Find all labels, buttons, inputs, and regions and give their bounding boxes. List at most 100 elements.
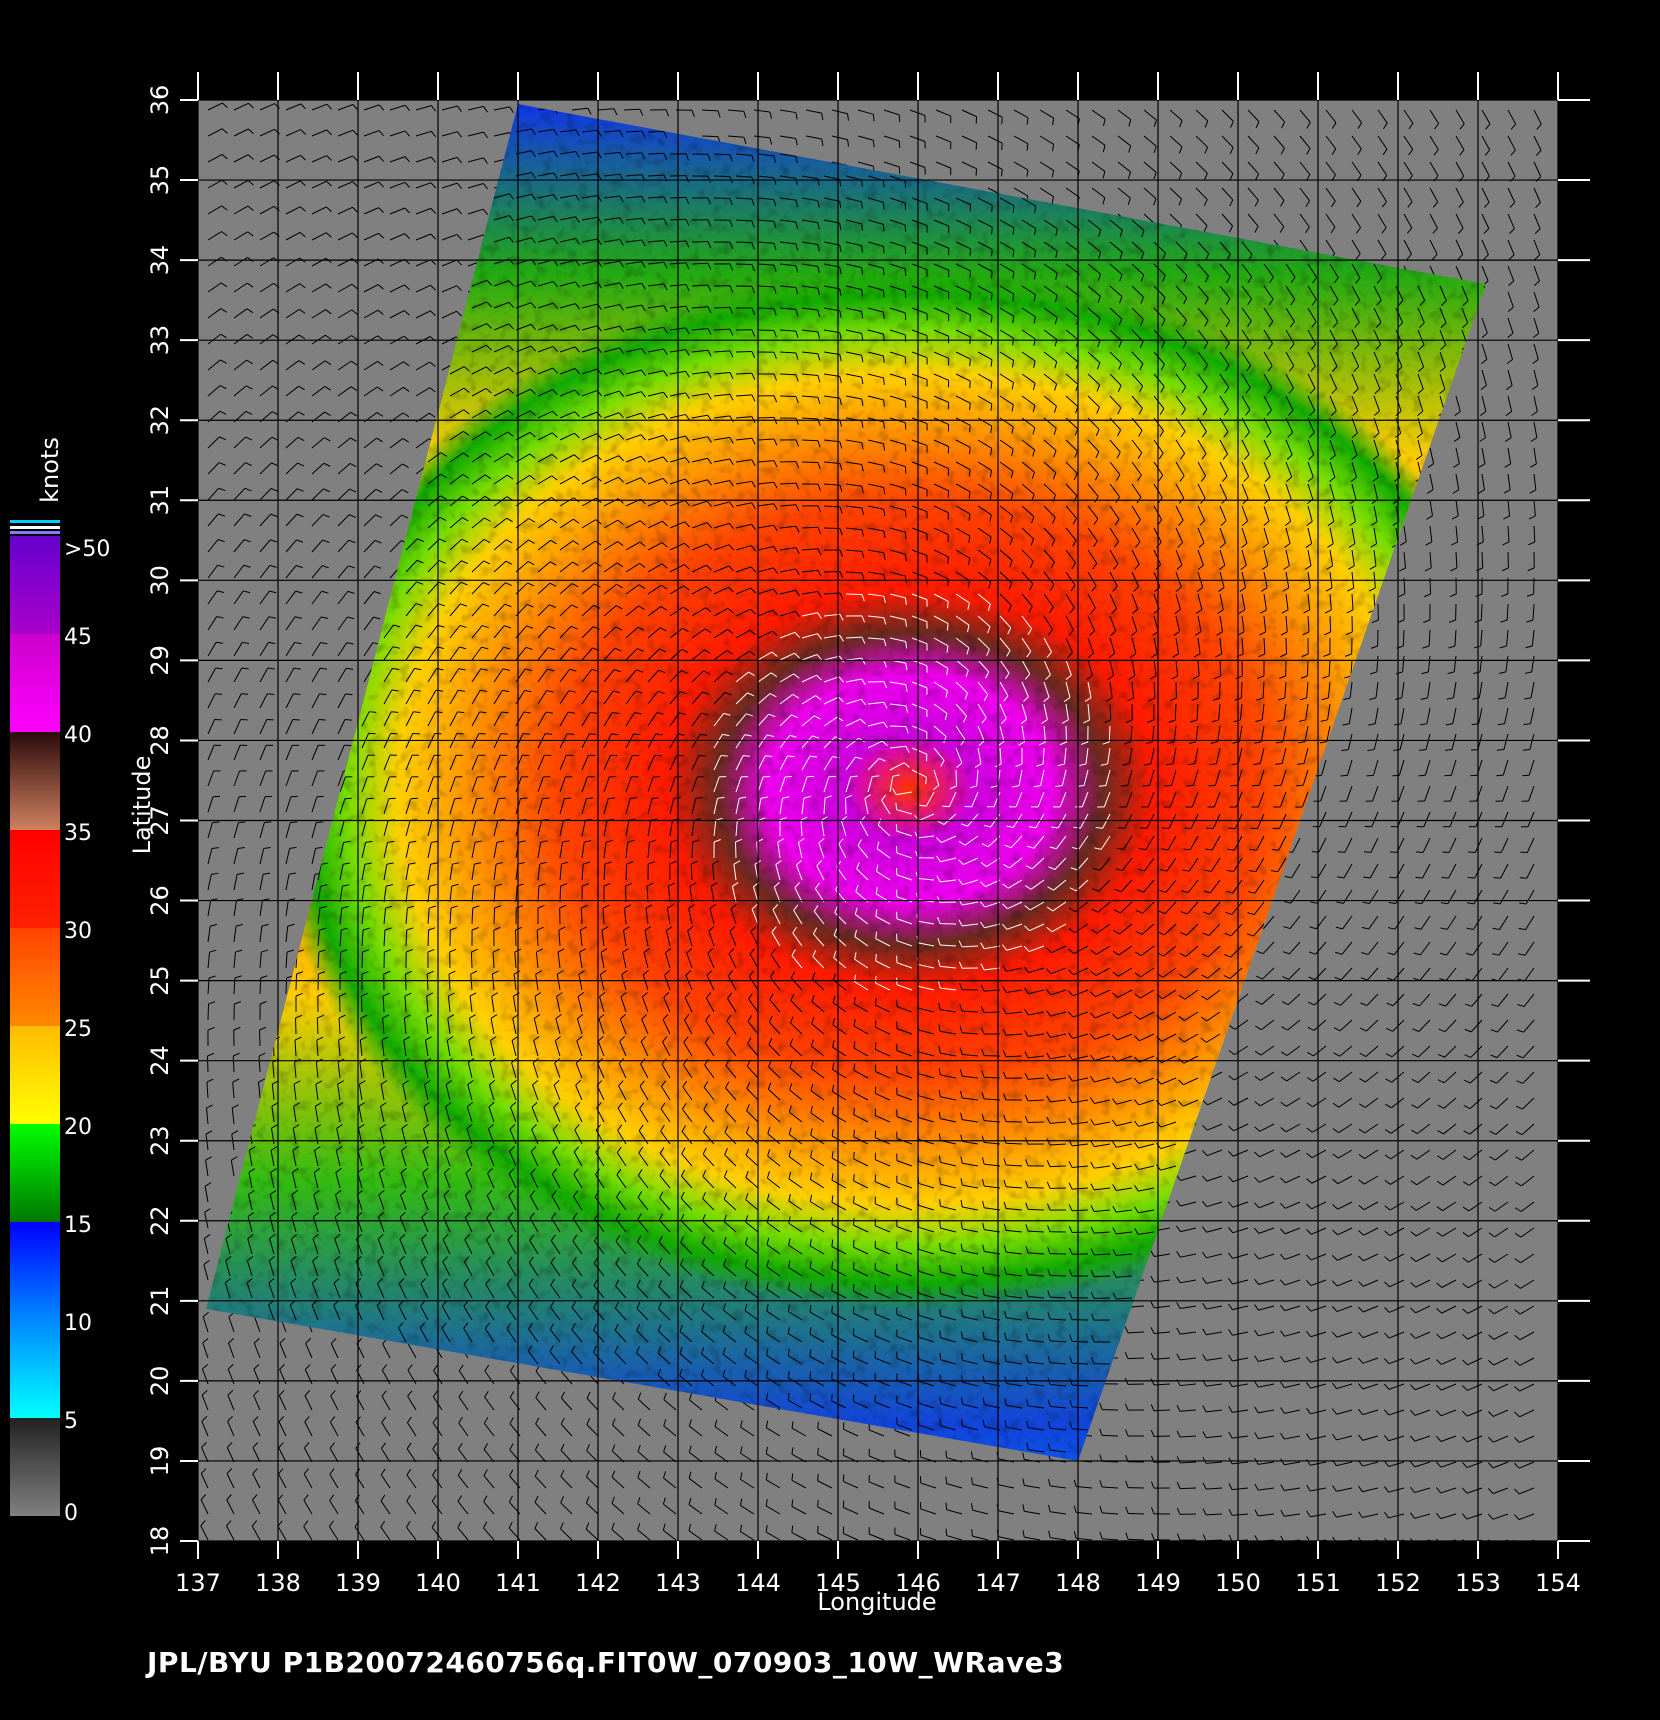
wind-barb bbox=[1533, 161, 1542, 182]
wind-barb bbox=[1335, 915, 1353, 930]
wind-barb bbox=[911, 395, 928, 409]
wind-barb bbox=[987, 135, 1003, 151]
wind-barb bbox=[999, 285, 1015, 302]
wind-barb bbox=[1043, 527, 1056, 547]
wind-barb bbox=[1351, 351, 1360, 372]
wind-barb bbox=[823, 241, 842, 253]
wind-barb bbox=[1176, 1200, 1197, 1207]
wind-barb bbox=[1490, 1071, 1509, 1084]
wind-barb bbox=[999, 241, 1015, 257]
wind-barb bbox=[311, 846, 323, 865]
wind-barb bbox=[1151, 1507, 1171, 1515]
wind-barb bbox=[999, 549, 1013, 568]
wind-barb bbox=[1454, 395, 1461, 417]
wind-barb bbox=[1280, 1149, 1301, 1158]
wind-barb bbox=[1429, 135, 1439, 156]
wind-barb bbox=[233, 616, 250, 631]
wind-barb bbox=[889, 285, 907, 298]
wind-barb bbox=[1450, 551, 1458, 572]
wind-barb bbox=[603, 151, 624, 159]
wind-barb bbox=[845, 197, 863, 209]
wind-barb bbox=[1307, 395, 1316, 416]
wind-barb bbox=[1488, 1409, 1509, 1417]
wind-barb bbox=[1445, 733, 1457, 751]
wind-barb bbox=[867, 527, 886, 538]
latitude-tick-label: 24 bbox=[146, 1045, 174, 1076]
wind-barb bbox=[1435, 1512, 1457, 1520]
wind-barb bbox=[894, 1527, 911, 1541]
wind-barb bbox=[1039, 161, 1055, 178]
wind-barb bbox=[779, 109, 798, 120]
wind-barb bbox=[1417, 395, 1424, 417]
wind-barb bbox=[207, 102, 228, 111]
wind-barb bbox=[337, 667, 354, 683]
wind-barb bbox=[1219, 527, 1226, 549]
wind-barb bbox=[1197, 549, 1204, 571]
wind-barb bbox=[537, 475, 558, 485]
wind-barb bbox=[1351, 135, 1362, 156]
wind-barb bbox=[735, 219, 755, 228]
wind-barb bbox=[1436, 1357, 1457, 1365]
colorbar-label: 35 bbox=[64, 821, 92, 846]
wind-barb bbox=[999, 351, 1015, 368]
wind-barb bbox=[1109, 329, 1123, 348]
wind-barb bbox=[735, 394, 756, 402]
wind-barb bbox=[691, 500, 713, 507]
wind-barb bbox=[233, 539, 251, 553]
wind-barb bbox=[1518, 915, 1535, 931]
wind-barb bbox=[285, 308, 306, 319]
wind-barb bbox=[1247, 161, 1260, 181]
wind-barb bbox=[559, 389, 581, 397]
latitude-tick-label: 26 bbox=[146, 885, 174, 916]
colorbar-label: 30 bbox=[64, 919, 92, 944]
wind-barb bbox=[625, 217, 646, 225]
wind-barb bbox=[1369, 681, 1379, 701]
wind-barb bbox=[1218, 571, 1225, 592]
wind-barb bbox=[259, 436, 279, 449]
wind-barb bbox=[259, 128, 280, 137]
wind-barb bbox=[1487, 1513, 1509, 1520]
wind-barb bbox=[1360, 967, 1379, 981]
wind-barb bbox=[801, 548, 822, 556]
wind-barb bbox=[1331, 1408, 1353, 1415]
wind-barb bbox=[857, 135, 875, 148]
wind-barb bbox=[647, 456, 669, 463]
wind-barb bbox=[1455, 187, 1464, 208]
wind-barb bbox=[1109, 549, 1119, 570]
wind-barb bbox=[612, 1392, 625, 1411]
wind-barb bbox=[1351, 373, 1359, 394]
wind-barb bbox=[845, 593, 865, 602]
wind-barb bbox=[1254, 1406, 1275, 1414]
wind-barb bbox=[493, 539, 513, 551]
wind-barb bbox=[1528, 499, 1536, 520]
wind-barb bbox=[1202, 1302, 1223, 1310]
wind-barb bbox=[647, 477, 669, 485]
wind-barb bbox=[889, 505, 907, 518]
wind-barb bbox=[493, 345, 514, 353]
wind-barb bbox=[493, 106, 514, 113]
wind-barb bbox=[1373, 263, 1383, 284]
wind-barb bbox=[603, 217, 624, 225]
wind-barb bbox=[669, 542, 690, 551]
wind-barb bbox=[1351, 213, 1361, 234]
wind-barb bbox=[625, 195, 646, 203]
wind-barb bbox=[714, 1524, 729, 1541]
wind-barb bbox=[1488, 1227, 1509, 1238]
latitude-tick-label: 29 bbox=[146, 645, 174, 676]
wind-barb bbox=[805, 135, 824, 147]
wind-barb bbox=[537, 237, 558, 245]
colorbar-segment bbox=[10, 536, 60, 634]
wind-barb bbox=[493, 517, 513, 529]
wind-barb bbox=[1332, 1433, 1353, 1441]
wind-barb bbox=[1221, 213, 1234, 233]
wind-barb bbox=[1021, 219, 1037, 236]
wind-barb bbox=[1263, 285, 1274, 306]
wind-barb bbox=[233, 641, 250, 657]
wind-barb bbox=[647, 348, 668, 356]
wind-barb bbox=[933, 527, 949, 542]
wind-barb bbox=[1438, 993, 1457, 1007]
wind-barb bbox=[233, 718, 248, 735]
wind-barb bbox=[889, 571, 907, 584]
wind-barb bbox=[1043, 461, 1057, 480]
wind-barb bbox=[999, 329, 1015, 346]
